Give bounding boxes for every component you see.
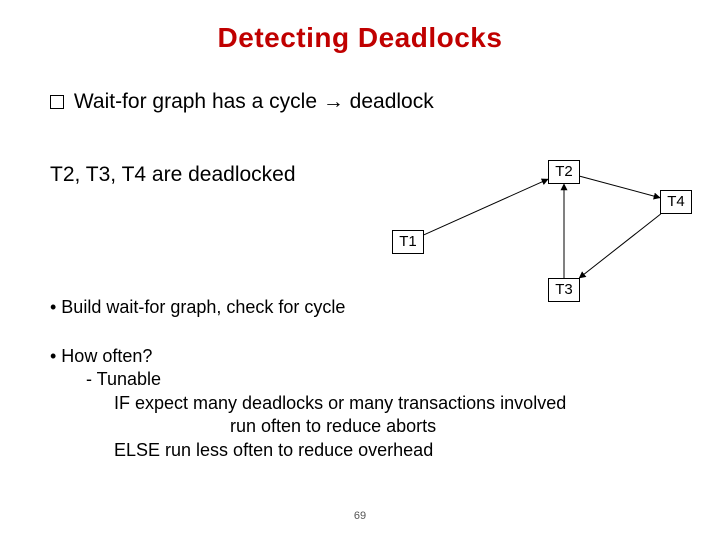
- graph-node-t3: T3: [548, 278, 580, 302]
- howoften-l4: ELSE run less often to reduce overhead: [114, 439, 566, 462]
- bullet-wait-for-cycle: Wait-for graph has a cycle → deadlock: [50, 90, 434, 114]
- page-number: 69: [0, 510, 720, 522]
- howoften-l0: • How often?: [50, 345, 566, 368]
- howoften-l1: - Tunable: [86, 368, 566, 391]
- graph-node-t1: T1: [392, 230, 424, 254]
- edge-t1-t2: [424, 179, 548, 235]
- edge-t2-t4: [580, 176, 660, 197]
- wait-for-graph: T1 T2 T3 T4: [370, 150, 700, 310]
- howoften-l3: run often to reduce aborts: [230, 415, 566, 438]
- howoften-l2: IF expect many deadlocks or many transac…: [114, 392, 566, 415]
- checkbox-icon: [50, 95, 64, 109]
- deadlocked-text: T2, T3, T4 are deadlocked: [50, 163, 296, 187]
- bullet-build-graph: • Build wait-for graph, check for cycle: [50, 297, 345, 318]
- how-often-block: • How often? - Tunable IF expect many de…: [50, 345, 566, 462]
- slide-title: Detecting Deadlocks: [0, 0, 720, 54]
- graph-node-t4: T4: [660, 190, 692, 214]
- bullet1-text: Wait-for graph has a cycle → deadlock: [74, 90, 434, 113]
- edge-t4-t3: [579, 214, 660, 278]
- graph-node-t2: T2: [548, 160, 580, 184]
